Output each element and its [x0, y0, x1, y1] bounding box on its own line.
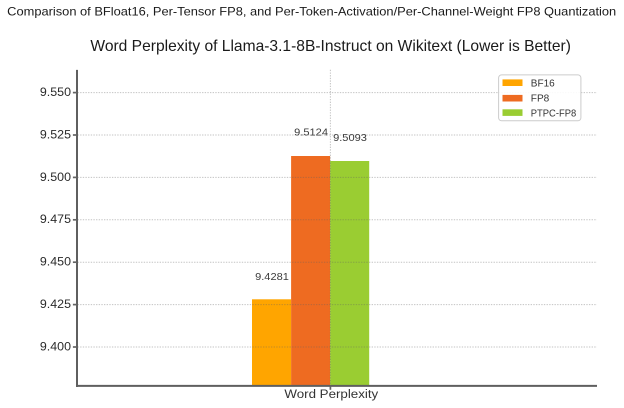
svg-text:9.500: 9.500: [40, 170, 71, 184]
svg-text:FP8: FP8: [531, 94, 550, 105]
svg-text:9.5124: 9.5124: [294, 128, 328, 139]
svg-text:9.450: 9.450: [40, 255, 71, 269]
svg-text:9.4281: 9.4281: [255, 272, 289, 283]
svg-text:9.550: 9.550: [40, 85, 71, 99]
svg-text:9.400: 9.400: [40, 339, 71, 353]
svg-text:Word Perplexity of Llama-3.1-8: Word Perplexity of Llama-3.1-8B-Instruct…: [90, 38, 571, 55]
svg-text:PTPC-FP8: PTPC-FP8: [531, 109, 576, 120]
svg-text:9.425: 9.425: [40, 297, 71, 311]
svg-text:Word Perplexity: Word Perplexity: [284, 387, 379, 401]
svg-text:9.525: 9.525: [40, 127, 71, 141]
svg-text:9.475: 9.475: [40, 212, 71, 226]
svg-text:9.5093: 9.5093: [333, 133, 367, 144]
svg-text:BF16: BF16: [531, 79, 555, 90]
svg-text:Comparison of BFloat16, Per-Te: Comparison of BFloat16, Per-Tensor FP8, …: [7, 5, 616, 19]
